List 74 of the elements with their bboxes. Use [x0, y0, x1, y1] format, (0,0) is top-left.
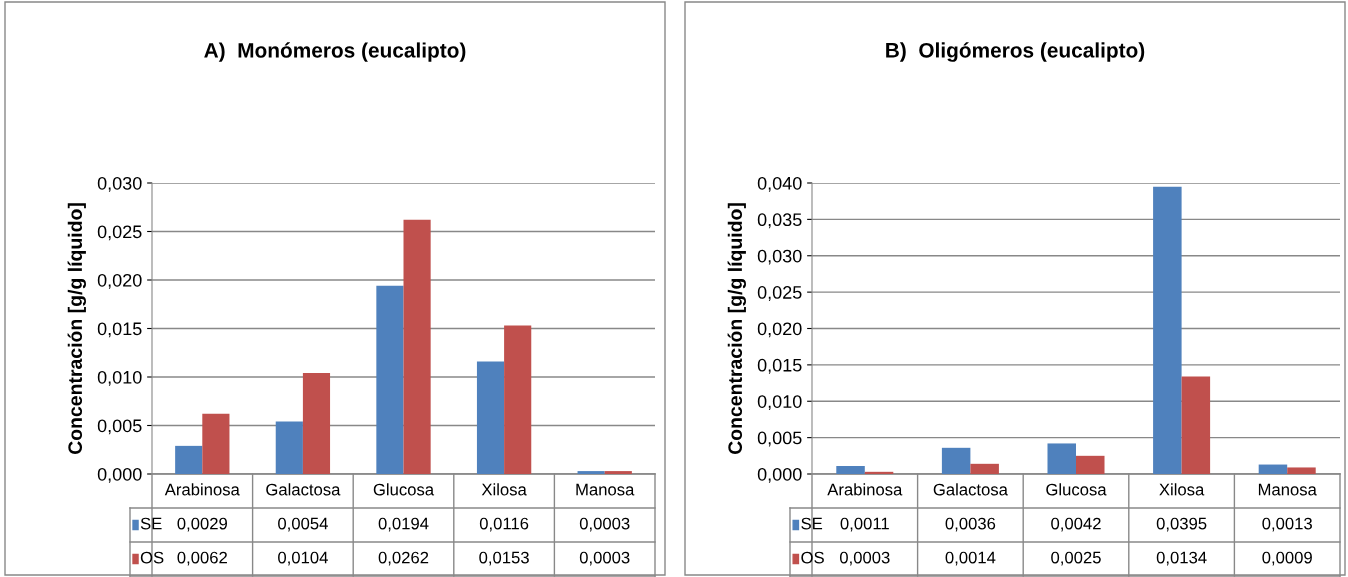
bar: [577, 471, 605, 474]
data-label: 0,0029: [177, 517, 227, 532]
bar: [604, 471, 632, 474]
y-tick-label: 0,005: [97, 419, 142, 435]
bar: [376, 285, 404, 474]
y-tick-label: 0,000: [757, 467, 802, 483]
bar: [1076, 455, 1105, 474]
data-label: 0,0013: [1262, 517, 1312, 532]
bar: [202, 413, 230, 474]
chart-title: A) Monómeros (eucalipto): [204, 42, 466, 62]
data-label: 0,0014: [945, 551, 996, 566]
data-label: 0,0153: [479, 551, 529, 566]
y-tick-label: 0,020: [97, 273, 142, 289]
x-tick-label: Glucosa: [373, 483, 435, 496]
data-label: 0,0262: [378, 551, 429, 566]
legend-label: OS: [801, 551, 824, 564]
data-label: 0,0104: [278, 551, 328, 566]
data-label: 0,0062: [177, 551, 227, 566]
y-tick-label: 0,000: [97, 467, 142, 483]
x-tick-label: Glucosa: [1046, 483, 1107, 496]
bar: [175, 445, 203, 474]
bar: [302, 373, 331, 474]
data-label: 0,0395: [1156, 517, 1207, 532]
x-tick-label: Galactosa: [933, 483, 1008, 496]
legend-label: SE: [801, 517, 823, 530]
data-label: 0,0116: [479, 517, 529, 532]
x-tick-label: Arabinosa: [164, 483, 240, 496]
data-label: 0,0025: [1051, 551, 1101, 566]
data-label: 0,0003: [579, 517, 630, 532]
data-label: 0,0194: [378, 517, 429, 532]
bar: [476, 361, 505, 474]
bar: [864, 471, 894, 474]
x-tick-label: Manosa: [576, 483, 635, 496]
y-tick-label: 0,025: [757, 286, 802, 301]
y-tick-label: 0,005: [757, 431, 802, 447]
data-label: 0,0054: [278, 517, 328, 532]
legend-label: OS: [140, 551, 164, 564]
y-tick-label: 0,015: [97, 322, 142, 338]
bar: [1153, 186, 1182, 474]
data-label: 0,0134: [1156, 551, 1207, 566]
data-label: 0,0003: [839, 551, 890, 566]
y-tick-label: 0,010: [757, 395, 802, 411]
x-tick-label: Xilosa: [481, 483, 527, 496]
bar: [403, 219, 431, 474]
data-label: 0,0042: [1051, 517, 1101, 532]
bar: [504, 325, 532, 474]
x-tick-label: Manosa: [1258, 483, 1317, 496]
x-tick-label: Galactosa: [266, 483, 341, 496]
y-tick-label: 0,025: [97, 225, 142, 241]
y-axis-title: Concentración [g/g líquido]: [727, 203, 746, 455]
y-tick-label: 0,010: [97, 370, 142, 386]
y-tick-label: 0,015: [757, 358, 802, 374]
bar: [836, 466, 865, 474]
y-axis-title: Concentración [g/g líquido]: [67, 203, 86, 455]
bar: [970, 463, 999, 474]
x-tick-label: Arabinosa: [827, 483, 903, 496]
y-tick-label: 0,020: [757, 322, 802, 338]
chart-title: B) Oligómeros (eucalipto): [886, 42, 1145, 62]
bar: [1287, 467, 1316, 474]
y-tick-label: 0,030: [757, 249, 802, 265]
y-tick-label: 0,030: [97, 176, 142, 192]
legend-label: SE: [140, 517, 162, 530]
bar: [1047, 443, 1076, 474]
y-tick-label: 0,035: [757, 213, 802, 229]
bar: [275, 421, 303, 474]
bar: [1258, 464, 1288, 474]
bar: [941, 447, 971, 474]
data-label: 0,0036: [945, 517, 996, 532]
y-tick-label: 0,040: [757, 176, 802, 192]
x-tick-label: Xilosa: [1159, 483, 1205, 496]
data-label: 0,0009: [1262, 551, 1312, 566]
bar: [1181, 376, 1211, 474]
data-label: 0,0003: [579, 551, 630, 566]
data-label: 0,0011: [840, 517, 889, 532]
